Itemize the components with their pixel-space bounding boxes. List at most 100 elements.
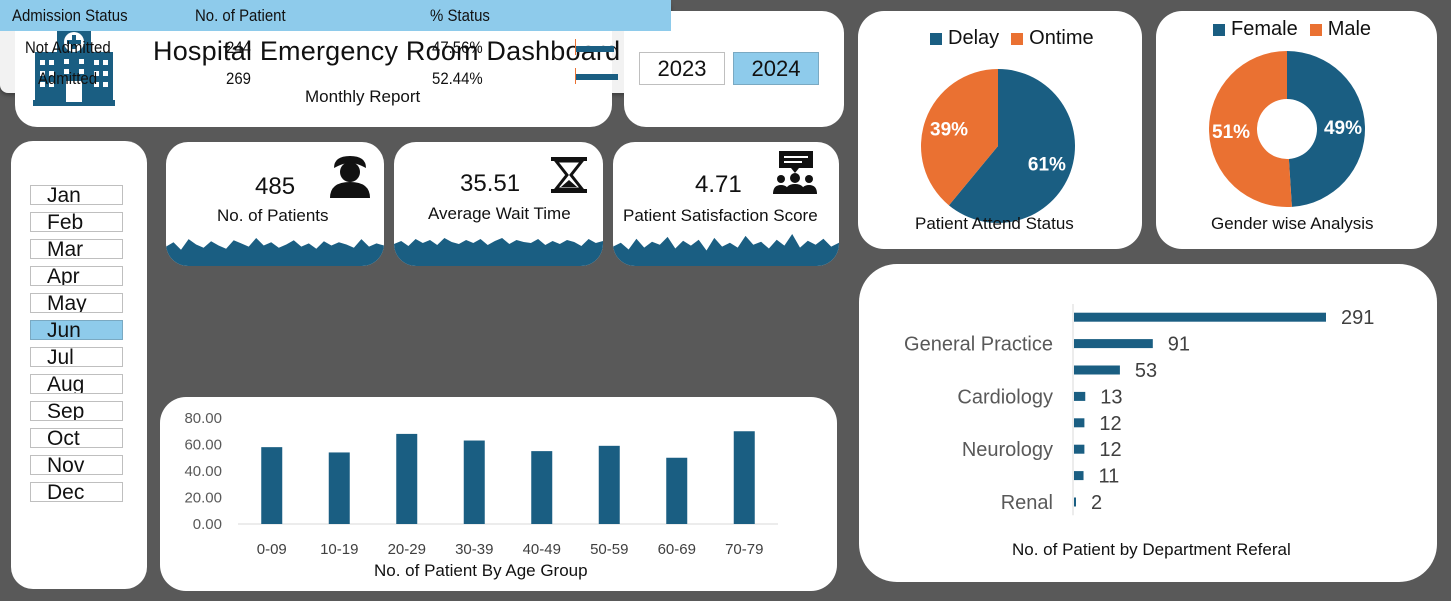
dept-chart-xlabel: No. of Patient by Department Referal [1012, 540, 1291, 559]
month-button-aug[interactable]: Aug [30, 374, 123, 394]
age-group-bar-chart: 0.00 20.00 40.00 60.00 80.00 0-09 10-19 20-29 30… [184, 410, 778, 558]
slice-label-female: 49% [1324, 118, 1362, 139]
age-bar-20-29 [396, 433, 418, 524]
dept-category-label: General Practice [904, 334, 1053, 356]
dept-category-label: Renal [1001, 492, 1053, 514]
month-button-may[interactable]: May [30, 293, 123, 313]
legend-swatch-delay [930, 32, 942, 45]
month-button-sep[interactable]: Sep [30, 401, 123, 421]
year-button-2023[interactable]: 2023 [639, 52, 725, 85]
month-button-jul[interactable]: Jul [30, 347, 123, 367]
kpi-label: Average Wait Time [428, 204, 571, 223]
dept-bar-value-label: 13 [1100, 386, 1122, 408]
table-cell-status: Not Admitted [25, 38, 111, 57]
x-tick-label: 60-69 [658, 541, 696, 558]
age-bar-60-69 [666, 457, 688, 524]
attend-chart-title: Patient Attend Status [915, 214, 1074, 233]
month-button-mar[interactable]: Mar [30, 239, 123, 259]
column-header-count: No. of Patient [195, 6, 286, 25]
row-databar [576, 46, 614, 52]
age-bar-30-39 [463, 440, 485, 524]
dept-bar-value-label: 291 [1341, 307, 1374, 329]
slice-label-delay: 61% [1028, 155, 1066, 176]
kpi-value: 485 [255, 173, 296, 200]
slice-label-male: 51% [1212, 122, 1250, 143]
kpi-label: Patient Satisfaction Score [623, 206, 818, 225]
dept-category-label: Cardiology [957, 386, 1053, 408]
dept-category-label: Neurology [962, 439, 1053, 461]
month-button-nov[interactable]: Nov [30, 455, 123, 475]
hourglass-icon [551, 157, 587, 193]
dept-bar [1074, 497, 1076, 507]
month-button-oct[interactable]: Oct [30, 428, 123, 448]
dept-bar [1074, 418, 1085, 428]
column-header-pct: % Status [430, 6, 490, 25]
wait-time-trend-sparkline [394, 238, 603, 266]
feedback-icon [773, 151, 817, 194]
hospital-icon [33, 28, 115, 106]
legend-label-ontime: Ontime [1029, 27, 1094, 49]
satisfaction-trend-sparkline [613, 234, 839, 266]
dept-bar-value-label: 12 [1099, 413, 1121, 435]
slice-delay [948, 69, 1075, 223]
doctor-icon [330, 156, 370, 198]
dept-bar-value-label: 53 [1135, 360, 1157, 382]
kpi-label: No. of Patients [217, 206, 329, 225]
y-tick-label: 60.00 [184, 437, 222, 454]
patients-trend-sparkline [166, 238, 384, 266]
y-tick-label: 80.00 [184, 410, 222, 427]
slice-male [1209, 51, 1292, 207]
kpi-card-satisfaction: 4.71 Patient Satisfaction Score [613, 142, 839, 266]
month-button-jun[interactable]: Jun [30, 320, 123, 340]
legend-swatch-male [1309, 23, 1322, 36]
table-cell-count: 244 [226, 38, 251, 57]
month-button-apr[interactable]: Apr [30, 266, 123, 286]
legend-label-female: Female [1231, 18, 1298, 40]
month-button-feb[interactable]: Feb [30, 212, 123, 232]
page-title: Hospital Emergency Room Dashboard [153, 36, 621, 66]
month-button-dec[interactable]: Dec [30, 482, 123, 502]
gender-legend: Female Male [1213, 18, 1371, 41]
gender-donut-chart: 49% 51% [1209, 51, 1366, 207]
x-tick-label: 50-59 [590, 541, 628, 558]
age-bar-10-19 [328, 452, 350, 524]
dept-bar-value-label: 11 [1099, 466, 1120, 488]
slice-label-ontime: 39% [930, 119, 968, 140]
age-bar-0-09 [261, 447, 283, 524]
databar-axis [575, 39, 576, 55]
page-subtitle: Monthly Report [305, 87, 421, 106]
y-tick-label: 20.00 [184, 490, 222, 507]
x-tick-label: 10-19 [320, 541, 358, 558]
month-slicer: Jan Feb Mar Apr May Jun Jul Aug Sep Oct … [11, 141, 147, 589]
x-tick-label: 0-09 [257, 541, 287, 558]
year-button-2024[interactable]: 2024 [733, 52, 819, 85]
slice-ontime [921, 69, 998, 206]
legend-label-male: Male [1327, 18, 1372, 40]
department-bar-chart: 291 91 General Practice 53 13 Cardiology 12 12 N… [904, 304, 1374, 516]
month-button-jan[interactable]: Jan [30, 185, 123, 205]
x-tick-label: 30-39 [455, 541, 493, 558]
table-cell-pct: 47.56% [432, 38, 483, 57]
legend-swatch-ontime [1011, 32, 1024, 45]
slice-female [1287, 51, 1366, 207]
age-bar-70-79 [733, 431, 755, 524]
age-bar-40-49 [531, 451, 553, 524]
x-tick-label: 70-79 [725, 541, 763, 558]
legend-swatch-female [1213, 23, 1225, 36]
kpi-card-patients: 485 No. of Patients [166, 142, 384, 266]
dept-bar [1074, 365, 1120, 375]
dept-bar [1074, 312, 1326, 322]
databar-axis [575, 68, 576, 84]
dept-bar [1074, 471, 1084, 481]
y-tick-label: 0.00 [193, 516, 222, 533]
dept-bar [1074, 391, 1086, 401]
legend-label-delay: Delay [948, 27, 1000, 49]
dept-bar-value-label: 91 [1168, 334, 1190, 356]
age-chart-xlabel: No. of Patient By Age Group [374, 561, 588, 580]
table-cell-status: Admitted [38, 69, 98, 88]
table-cell-count: 269 [226, 69, 251, 88]
y-tick-label: 40.00 [184, 463, 222, 480]
age-bar-50-59 [598, 445, 620, 524]
dept-bar [1074, 339, 1153, 349]
kpi-value: 35.51 [460, 170, 521, 197]
